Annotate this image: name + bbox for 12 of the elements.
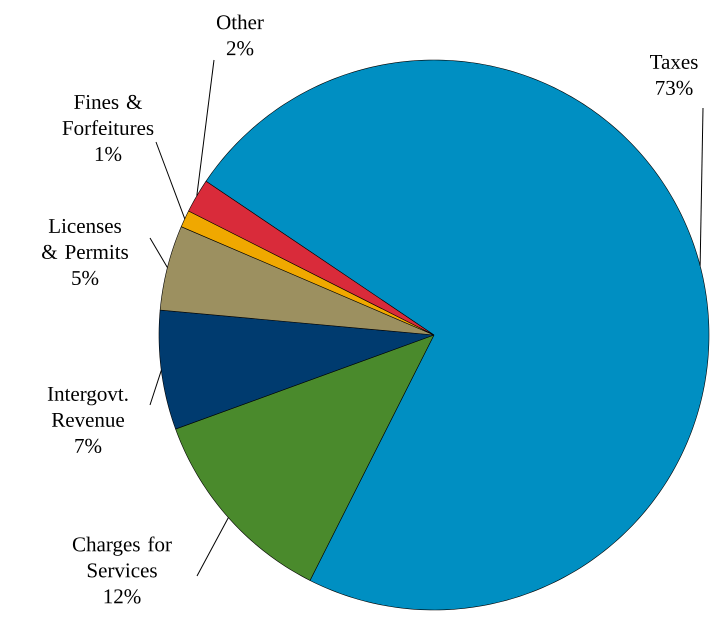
slice-label: Licenses & Permits [42,218,128,260]
slice-label: Charges for Services [72,536,172,578]
slice-label: Taxes [650,54,698,69]
data-label: 1% [96,146,122,162]
slice-label: Fines & Forfeitures [62,94,154,136]
data-label: 7% [75,438,102,454]
data-label: 2% [226,41,254,56]
slice-label: Other [216,14,264,30]
data-label: 5% [72,270,98,286]
slice-label: Intergovt. Revenue [48,386,128,427]
data-label: 73% [656,80,693,96]
data-label: 12% [104,589,141,604]
